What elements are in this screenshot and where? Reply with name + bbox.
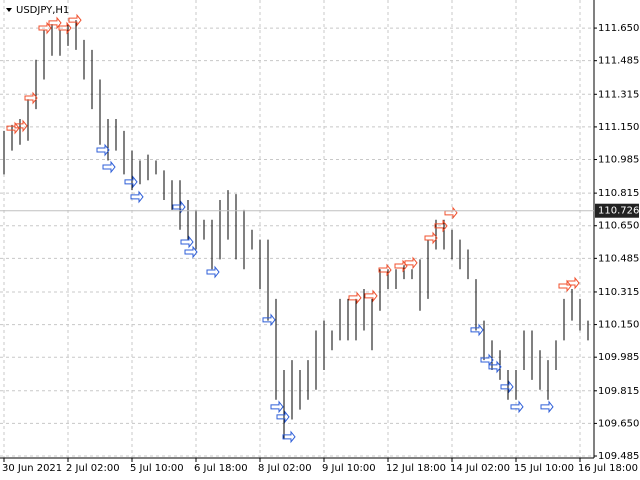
x-tick-label: 14 Jul 02:00 bbox=[450, 463, 510, 474]
x-tick-label: 16 Jul 18:00 bbox=[578, 463, 638, 474]
x-tick-label: 9 Jul 10:00 bbox=[322, 463, 376, 474]
buy-arrow bbox=[96, 143, 110, 157]
y-tick-label: 109.650 bbox=[598, 418, 639, 429]
sell-arrow bbox=[24, 91, 38, 105]
buy-arrow bbox=[470, 323, 484, 337]
sell-arrow bbox=[394, 259, 408, 273]
x-tick-label: 8 Jul 02:00 bbox=[258, 463, 312, 474]
sell-arrow bbox=[378, 263, 392, 277]
sell-arrow bbox=[566, 276, 580, 290]
sell-arrow bbox=[14, 119, 28, 133]
sell-arrow bbox=[38, 21, 52, 35]
x-tick-label: 30 Jun 2021 bbox=[2, 463, 62, 474]
y-tick-label: 111.315 bbox=[598, 89, 639, 100]
buy-arrow bbox=[270, 400, 284, 414]
sell-arrow bbox=[48, 16, 62, 30]
buy-arrow bbox=[206, 265, 220, 279]
y-tick-label: 110.650 bbox=[598, 221, 639, 232]
chart-title: USDJPY,H1 bbox=[16, 5, 69, 16]
sell-arrow bbox=[348, 291, 362, 305]
sell-arrow bbox=[434, 219, 448, 233]
buy-arrow bbox=[124, 175, 138, 189]
grid bbox=[0, 0, 594, 458]
x-tick-label: 12 Jul 18:00 bbox=[386, 463, 446, 474]
sell-arrow bbox=[424, 231, 438, 245]
buy-arrow bbox=[540, 400, 554, 414]
y-tick-label: 111.150 bbox=[598, 122, 639, 133]
buy-arrow bbox=[282, 430, 296, 444]
bars bbox=[3, 13, 589, 444]
buy-arrow bbox=[500, 380, 514, 394]
x-tick-label: 5 Jul 10:00 bbox=[130, 463, 184, 474]
buy-arrow bbox=[180, 235, 194, 249]
y-tick-label: 110.985 bbox=[598, 155, 639, 166]
buy-arrow bbox=[184, 245, 198, 259]
current-price-box bbox=[595, 203, 639, 218]
sell-arrow bbox=[404, 256, 418, 270]
buy-arrow bbox=[102, 160, 116, 174]
sell-arrow bbox=[364, 289, 378, 303]
buy-arrow bbox=[510, 400, 524, 414]
symbol-menu-icon[interactable] bbox=[6, 8, 12, 12]
y-tick-label: 110.815 bbox=[598, 188, 639, 199]
x-tick-label: 15 Jul 10:00 bbox=[514, 463, 574, 474]
x-tick-label: 6 Jul 18:00 bbox=[194, 463, 248, 474]
y-tick-label: 110.315 bbox=[598, 287, 639, 298]
buy-arrow bbox=[130, 190, 144, 204]
y-tick-label: 111.485 bbox=[598, 56, 639, 67]
buy-arrow bbox=[172, 200, 186, 214]
buy-arrow bbox=[276, 410, 290, 424]
current-price-label: 110.726 bbox=[598, 206, 639, 217]
sell-arrow bbox=[68, 13, 82, 27]
y-tick-label: 111.650 bbox=[598, 23, 639, 34]
y-tick-label: 109.815 bbox=[598, 386, 639, 397]
buy-arrow bbox=[480, 353, 494, 367]
y-tick-label: 109.985 bbox=[598, 352, 639, 363]
x-tick-label: 2 Jul 02:00 bbox=[66, 463, 120, 474]
buy-arrow bbox=[488, 360, 502, 374]
buy-arrow bbox=[262, 313, 276, 327]
y-tick-label: 109.485 bbox=[598, 451, 639, 462]
y-tick-label: 110.485 bbox=[598, 253, 639, 264]
sell-arrow bbox=[58, 21, 72, 35]
y-tick-label: 110.150 bbox=[598, 320, 639, 331]
